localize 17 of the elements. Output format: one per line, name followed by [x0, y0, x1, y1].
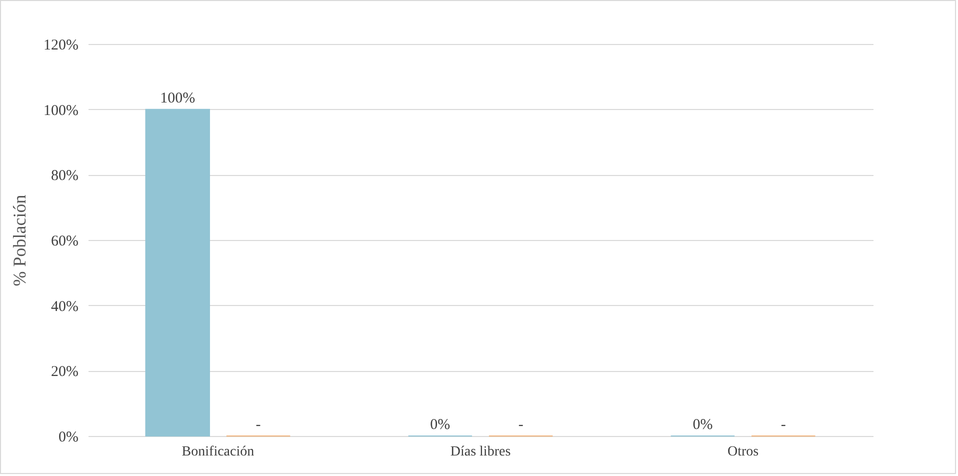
- y-tick-label: 0%: [58, 430, 78, 446]
- data-label: -: [780, 417, 786, 433]
- x-tick-label: Bonificación: [182, 444, 254, 460]
- y-tick-label: 120%: [44, 38, 78, 54]
- x-tick-label: Días libres: [450, 444, 511, 460]
- y-tick-label: 40%: [51, 298, 78, 315]
- y-tick-label: 80%: [51, 168, 78, 184]
- data-label: 100%: [160, 90, 196, 106]
- data-label: 0%: [692, 417, 713, 433]
- y-tick-label: 100%: [44, 102, 78, 119]
- data-label: -: [518, 417, 524, 433]
- y-tick-label: 20%: [51, 364, 78, 380]
- x-tick-label: Otros: [727, 444, 759, 460]
- y-axis-title: % Población: [10, 194, 30, 286]
- data-label: -: [256, 417, 261, 433]
- y-tick-label: 60%: [51, 234, 78, 250]
- data-label: 0%: [430, 417, 450, 433]
